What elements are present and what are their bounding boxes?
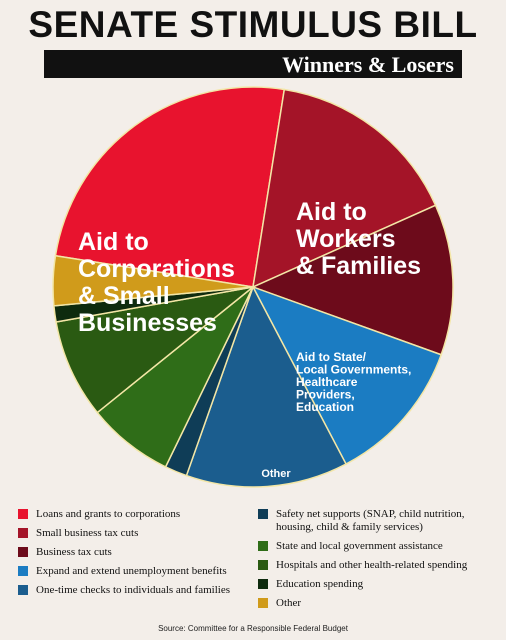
legend-swatch [258, 560, 268, 570]
legend-label: Small business tax cuts [36, 527, 139, 539]
legend-label: Loans and grants to corporations [36, 508, 181, 520]
legend-label: Other [276, 597, 302, 609]
legend-item-6: Safety net supports (SNAP, child nutriti… [258, 508, 498, 534]
legend-label: Hospitals and other health-related spend… [276, 559, 468, 571]
legend-swatch [258, 541, 268, 551]
legend-label: Business tax cuts [36, 546, 112, 558]
legend-item-9: Education spending [258, 578, 498, 591]
legend-item-7: State and local government assistance [258, 540, 498, 553]
pie-slice-1 [54, 86, 286, 288]
pie-slice-8 [55, 286, 254, 414]
legend-swatch [18, 585, 28, 595]
legend-item-10: Other [258, 597, 498, 610]
legend-item-3: Business tax cuts [18, 546, 248, 559]
pie-slice-5 [185, 285, 348, 488]
legend-swatch [258, 509, 268, 519]
legend-label: Safety net supports (SNAP, child nutriti… [276, 508, 465, 533]
legend-item-4: Expand and extend unemployment benefits [18, 565, 248, 578]
legend-swatch [18, 566, 28, 576]
legend-item-1: Loans and grants to corporations [18, 508, 248, 521]
legend-item-2: Small business tax cuts [18, 527, 248, 540]
group-label-2: Aid to Workers & Families [296, 198, 421, 280]
legend-label: Expand and extend unemployment benefits [36, 565, 227, 577]
chart-subtitle: Winners & Losers [282, 52, 454, 77]
legend-swatch [18, 528, 28, 538]
group-label-4: Other [261, 468, 291, 480]
pie-slice-2 [252, 88, 437, 289]
group-label-1: Aid to Corporations & Small Businesses [78, 228, 235, 337]
legend-swatch [18, 509, 28, 519]
legend-label: One-time checks to individuals and famil… [36, 584, 230, 596]
legend-right: Safety net supports (SNAP, child nutriti… [258, 508, 498, 616]
chart-title: SENATE STIMULUS BILL [28, 4, 478, 45]
pie-slice-3 [250, 204, 454, 356]
group-label-3: Aid to State/Local Governments, Healthcar… [296, 350, 411, 414]
legend-swatch [258, 598, 268, 608]
legend-item-8: Hospitals and other health-related spend… [258, 559, 498, 572]
legend-item-5: One-time checks to individuals and famil… [18, 584, 248, 597]
subtitle-bar: Winners & Losers [44, 50, 462, 78]
pie-slice-4 [251, 285, 443, 466]
pie-slice-10 [52, 254, 254, 307]
source-note: Source: Committee for a Responsible Fede… [158, 624, 348, 633]
legend-label: Education spending [276, 578, 364, 590]
legend-label: State and local government assistance [276, 540, 443, 552]
pie-chart: Aid to Corporations & Small Businesses Aid t… [52, 86, 454, 488]
legend-left: Loans and grants to corporations Small bu… [18, 508, 248, 603]
legend-swatch [18, 547, 28, 557]
legend-swatch [258, 579, 268, 589]
